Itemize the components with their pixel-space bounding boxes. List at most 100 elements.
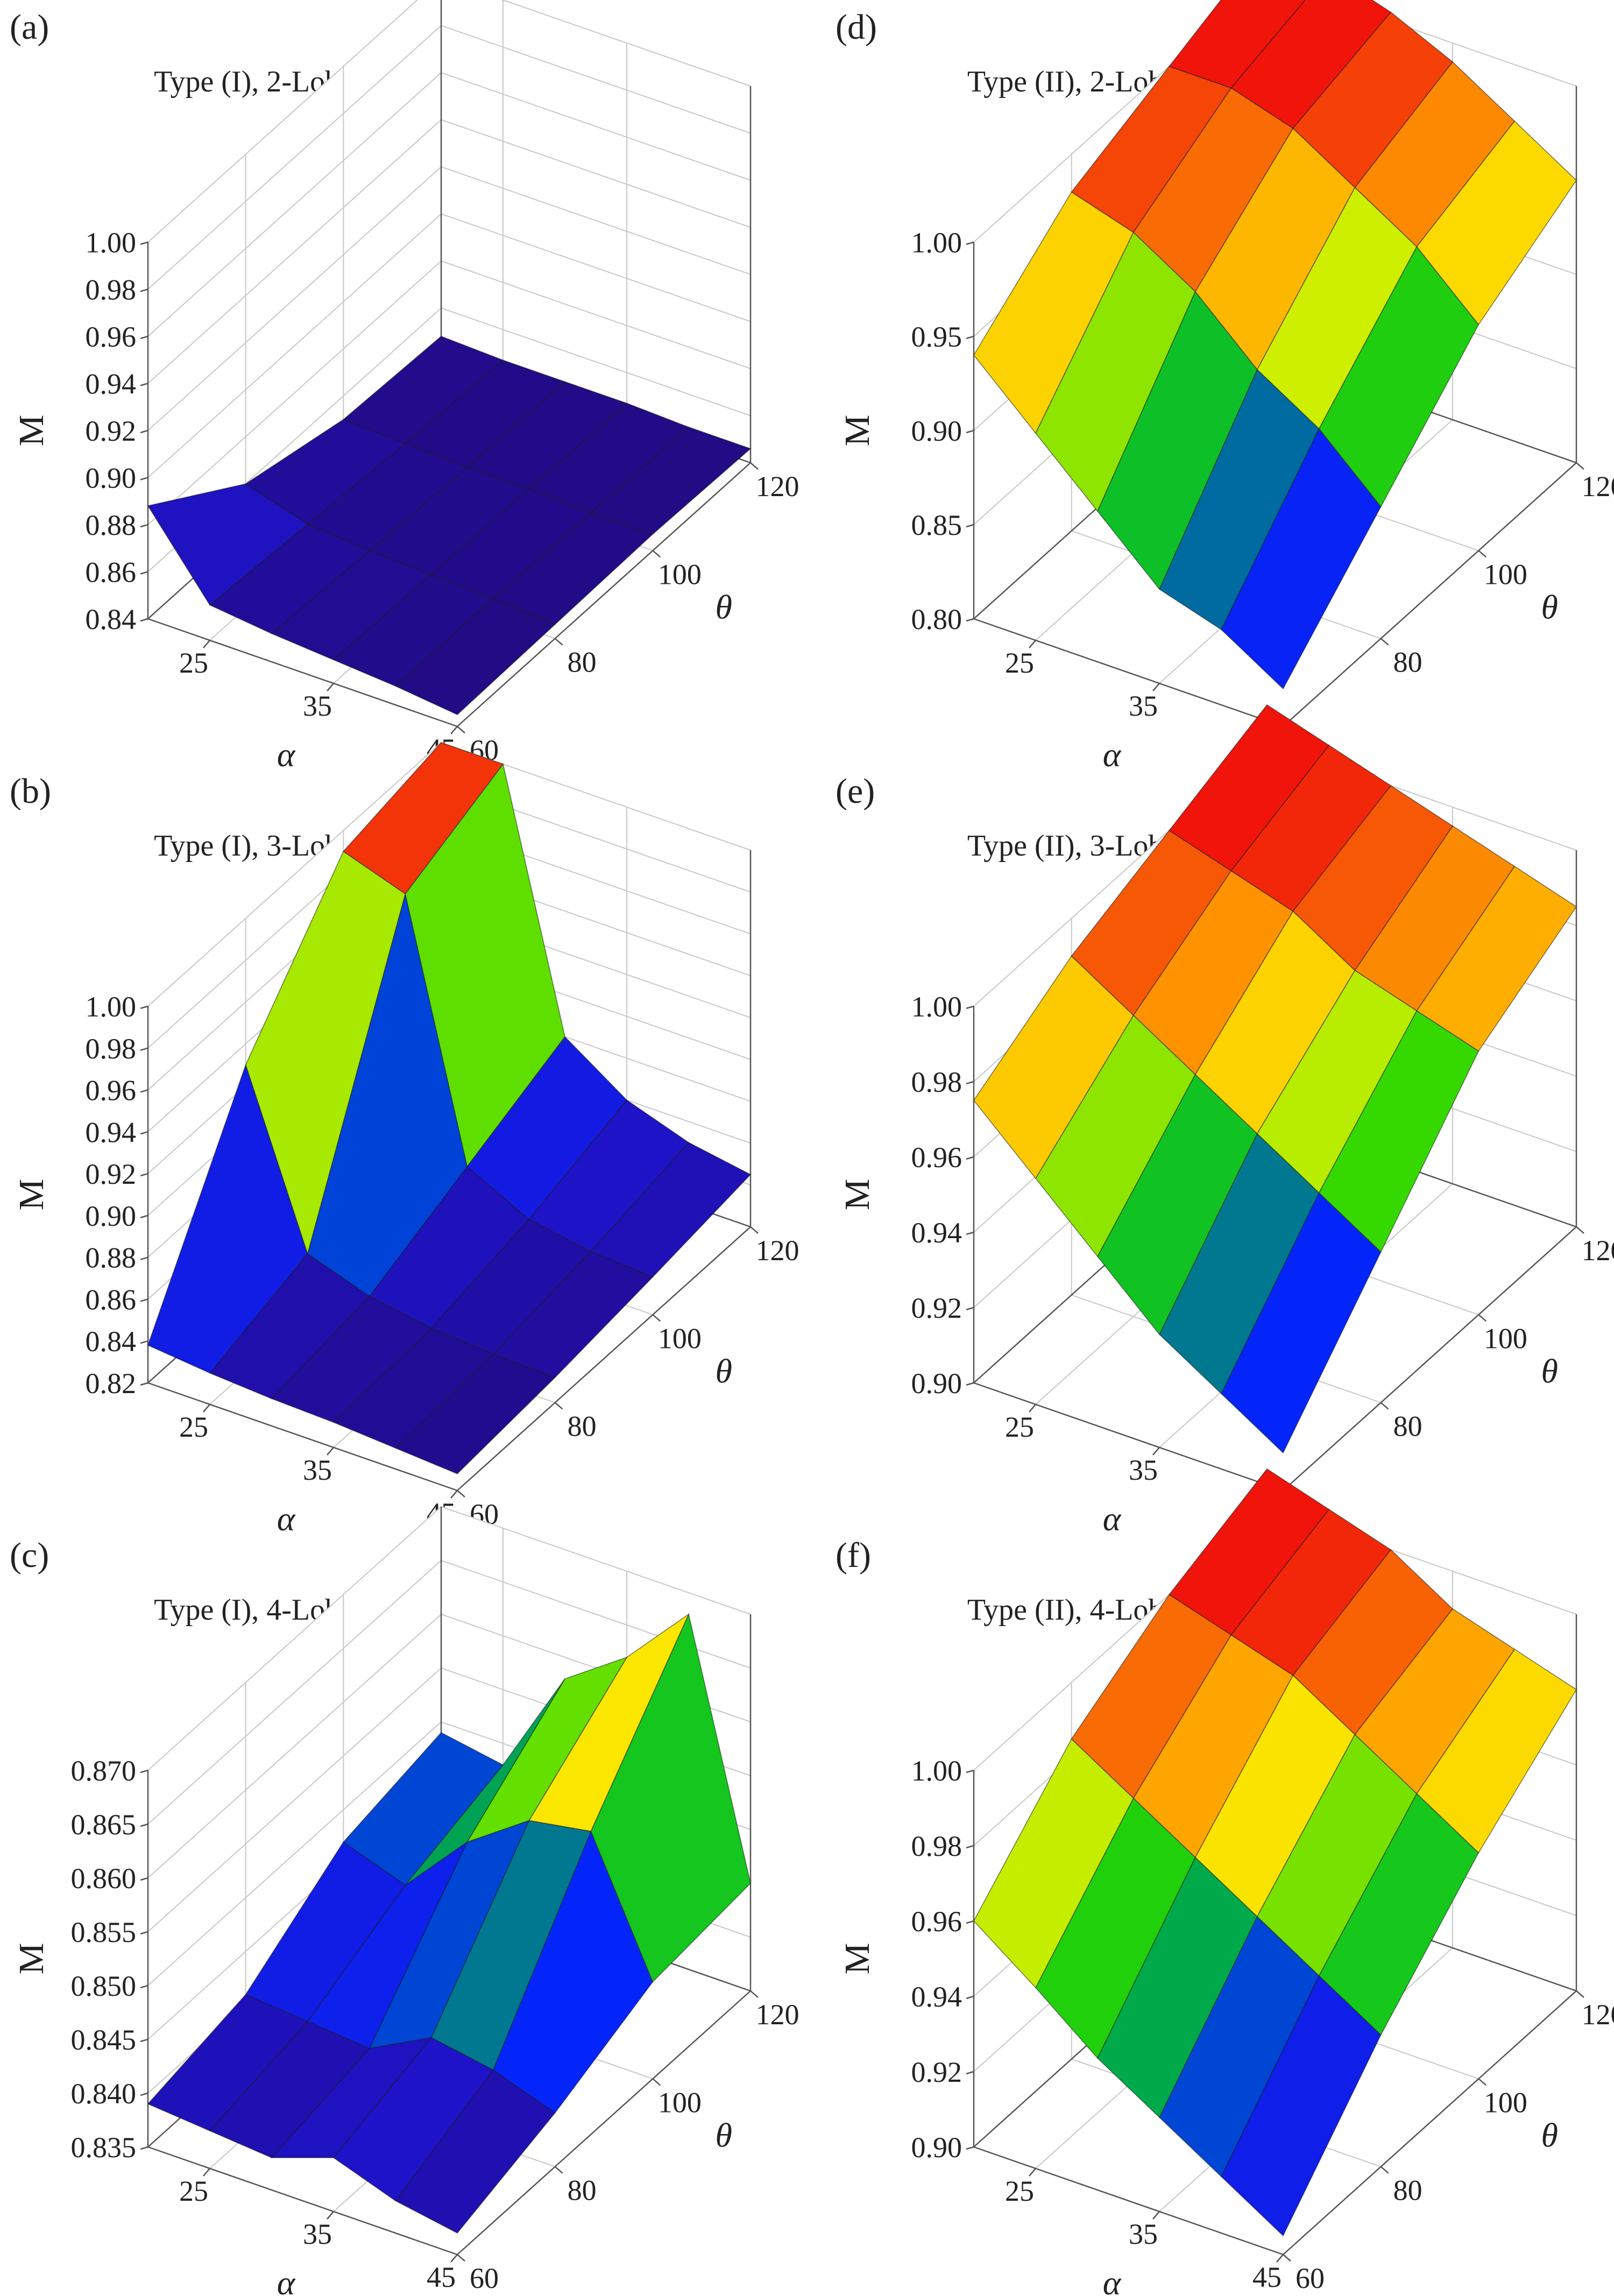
- surface-cell-0-2: [1169, 704, 1330, 872]
- z-tick: [140, 1214, 148, 1219]
- theta-tick-label: 100: [1484, 1322, 1527, 1354]
- z-tick-label: 0.86: [86, 556, 137, 589]
- alpha-tick: [327, 683, 334, 691]
- surface-cell-0-2: [342, 336, 504, 444]
- z-tick-label: 1.00: [86, 991, 137, 1023]
- z-axis-label: M: [12, 1179, 51, 1211]
- z-tick: [140, 1256, 148, 1260]
- alpha-axis-label: α: [1103, 1500, 1122, 1538]
- theta-axis-label: θ: [715, 1352, 732, 1390]
- alpha-tick: [327, 2211, 334, 2220]
- alpha-axis-label: α: [277, 1500, 296, 1538]
- surface-cell-0-2: [1169, 1468, 1330, 1636]
- theta-tick: [457, 2254, 465, 2262]
- z-axis-label: M: [12, 1943, 51, 1975]
- alpha-tick: [450, 726, 458, 734]
- z-tick: [966, 1005, 974, 1009]
- z-tick: [966, 1920, 974, 1924]
- z-tick: [966, 1156, 974, 1160]
- alpha-tick: [1029, 640, 1036, 648]
- alpha-tick-label: 25: [179, 2175, 208, 2207]
- z-tick-label: 0.90: [86, 462, 137, 494]
- alpha-tick-label: 25: [179, 1411, 208, 1443]
- alpha-tick-label: 25: [1005, 1411, 1034, 1443]
- z-tick-label: 1.00: [86, 227, 137, 259]
- theta-tick-label: 80: [1393, 2174, 1422, 2207]
- alpha-axis-label: α: [277, 2264, 296, 2296]
- theta-tick: [1478, 2078, 1487, 2086]
- z-tick: [140, 1047, 148, 1051]
- z-tick-label: 0.84: [86, 603, 137, 635]
- panel-f: (f)Type (II), 4-Lobed, f0 = 6 kHz, vin =…: [836, 1468, 1614, 2296]
- z-tick-label: 0.98: [86, 1033, 137, 1065]
- z-tick: [140, 1984, 148, 1989]
- panel-a: (a)Type (I), 2-Lobed, f0 = 6 kHz, vin = …: [10, 0, 799, 774]
- z-tick-label: 0.96: [86, 1075, 137, 1107]
- theta-tick: [457, 1490, 465, 1497]
- panel-d: (d)Type (II), 2-Lobed, f0 = 6 kHz, vin =…: [836, 0, 1614, 774]
- z-tick: [966, 1382, 974, 1386]
- z-tick-label: 0.90: [911, 2131, 962, 2164]
- z-tick-label: 0.90: [86, 1200, 137, 1232]
- z-tick: [966, 2146, 974, 2150]
- z-tick: [966, 1306, 974, 1311]
- theta-tick: [554, 1402, 563, 1410]
- z-tick-label: 0.865: [71, 1808, 137, 1841]
- theta-tick: [457, 726, 465, 733]
- alpha-tick: [1152, 683, 1160, 691]
- z-tick: [140, 429, 148, 434]
- z-tick: [966, 1080, 974, 1085]
- z-tick-label: 0.94: [911, 1981, 962, 2013]
- z-tick-label: 0.92: [911, 1292, 962, 1324]
- alpha-tick-label: 25: [179, 647, 208, 679]
- panel-label: (f): [836, 1536, 871, 1575]
- theta-axis-label: θ: [715, 588, 732, 626]
- alpha-tick-label: 45: [427, 2261, 456, 2293]
- z-tick: [140, 288, 148, 292]
- surface: [973, 1468, 1577, 2237]
- alpha-tick: [203, 2168, 210, 2177]
- theta-tick: [652, 2078, 661, 2086]
- z-tick: [966, 335, 974, 340]
- z-tick: [140, 2146, 148, 2150]
- alpha-tick-label: 35: [1129, 2218, 1158, 2250]
- alpha-tick: [327, 1447, 334, 1456]
- panel-label: (c): [10, 1536, 49, 1575]
- surface-cell-0-2: [343, 742, 504, 895]
- alpha-tick: [450, 2254, 458, 2263]
- theta-tick: [652, 1314, 661, 1322]
- z-axis-label: M: [838, 1179, 877, 1211]
- z-tick-label: 0.94: [86, 1116, 137, 1148]
- back-wall-right: [441, 0, 751, 463]
- z-tick-label: 0.850: [71, 1970, 137, 2002]
- z-tick-label: 1.00: [911, 227, 962, 259]
- z-tick-label: 0.98: [911, 1830, 962, 1862]
- z-tick-label: 0.92: [86, 415, 137, 447]
- z-tick-label: 0.80: [911, 603, 962, 635]
- surface: [973, 704, 1577, 1454]
- z-tick-label: 0.845: [71, 2024, 137, 2056]
- panel-b: (b)Type (I), 3-Lobed, f0 = 6 kHz, vin = …: [10, 741, 799, 1538]
- alpha-tick: [203, 640, 210, 648]
- z-tick-label: 0.96: [911, 1141, 962, 1174]
- z-tick-label: 0.860: [71, 1862, 137, 1895]
- alpha-tick: [450, 1490, 458, 1499]
- z-tick: [140, 1005, 148, 1009]
- theta-tick: [554, 638, 563, 646]
- z-tick: [140, 1931, 148, 1935]
- alpha-tick: [1029, 2168, 1036, 2177]
- z-tick: [140, 1340, 148, 1344]
- z-tick: [140, 1131, 148, 1135]
- z-tick-label: 0.855: [71, 1916, 137, 1948]
- z-tick: [140, 1089, 148, 1093]
- theta-tick-label: 80: [1393, 1410, 1422, 1443]
- z-tick: [966, 2071, 974, 2075]
- theta-tick-label: 100: [658, 558, 702, 590]
- z-tick-label: 0.88: [86, 509, 137, 541]
- panel-e: (e)Type (II), 3-Lobed, f0 = 6 kHz, vin =…: [836, 704, 1614, 1538]
- alpha-tick-label: 45: [1252, 2261, 1282, 2293]
- z-tick: [966, 429, 974, 434]
- z-tick: [140, 1769, 148, 1774]
- z-tick: [966, 241, 974, 245]
- theta-tick: [1576, 1226, 1584, 1234]
